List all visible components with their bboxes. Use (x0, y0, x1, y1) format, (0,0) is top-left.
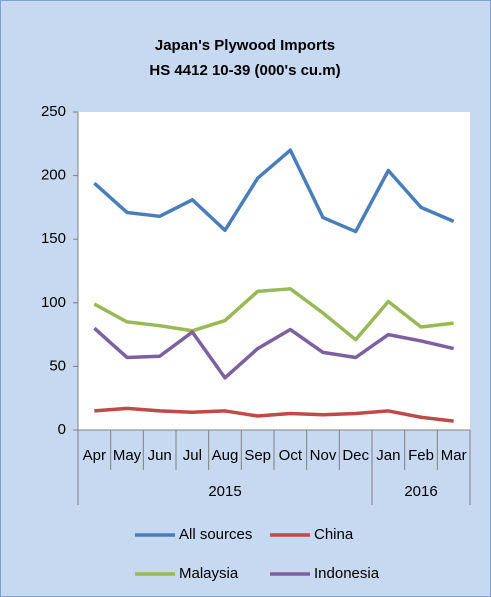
x-tick-label: Jan (376, 447, 400, 464)
plot-area (78, 112, 470, 430)
x-tick-label: Jun (148, 447, 172, 464)
series-line (93, 148, 455, 234)
y-tick-label: 0 (58, 421, 66, 438)
x-tick-label: Apr (83, 447, 106, 464)
x-tick-label: Mar (441, 447, 467, 464)
x-tick-label: Sep (244, 447, 271, 464)
x-tick-label: Oct (279, 447, 303, 464)
series-line (93, 287, 454, 342)
x-tick-label: Nov (310, 447, 337, 464)
x-tick-label: Aug (212, 447, 239, 464)
legend-label: All sources (179, 526, 252, 543)
y-tick-label: 150 (41, 230, 66, 247)
legend-label: Indonesia (314, 565, 380, 582)
legend-label: Malaysia (179, 565, 239, 582)
x-tick-label: May (113, 447, 142, 464)
x-tick-label: Feb (408, 447, 434, 464)
series-line (93, 326, 455, 380)
y-tick-label: 100 (41, 294, 66, 311)
legend-label: China (314, 526, 354, 543)
x-tick-label: Dec (342, 447, 369, 464)
series-line (94, 406, 454, 423)
chart-title: Japan's Plywood Imports (155, 37, 335, 54)
y-tick-label: 250 (41, 103, 66, 120)
y-tick-label: 200 (41, 167, 66, 184)
group-label: 2015 (208, 483, 241, 500)
y-tick-label: 50 (49, 357, 66, 374)
x-tick-label: Jul (183, 447, 202, 464)
chart-title: HS 4412 10-39 (000's cu.m) (149, 62, 340, 79)
group-label: 2016 (404, 483, 437, 500)
